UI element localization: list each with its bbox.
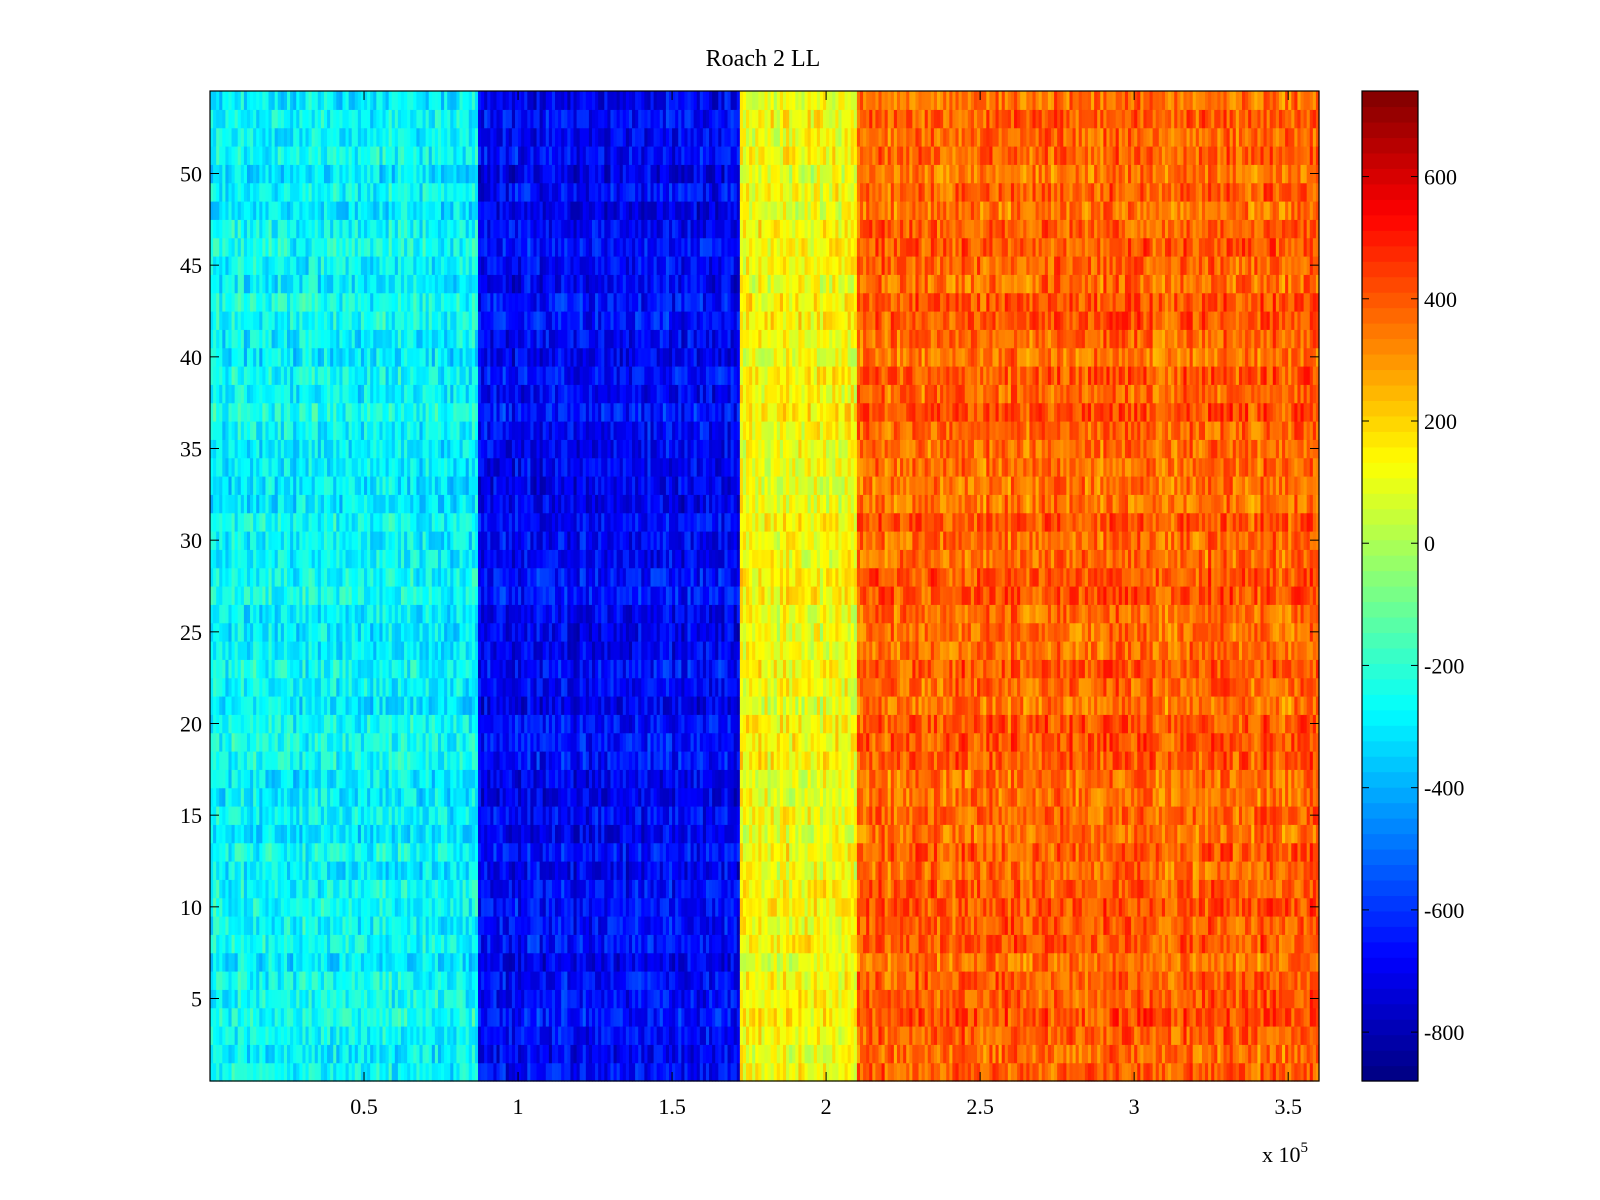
heatmap-plot-area: [210, 91, 1320, 1082]
chart-title: Roach 2 LL: [706, 46, 821, 72]
